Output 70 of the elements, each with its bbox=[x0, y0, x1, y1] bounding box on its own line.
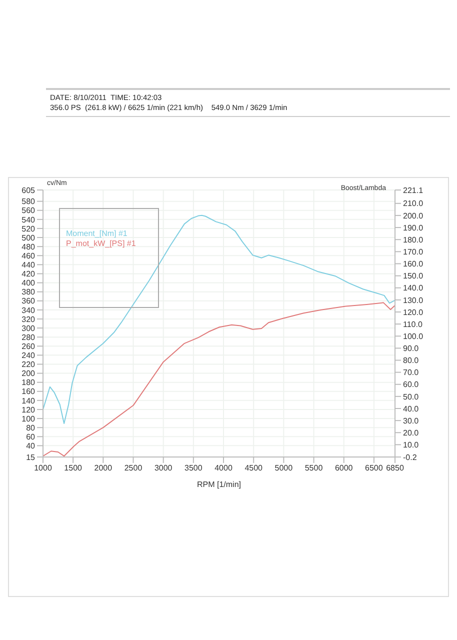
y2-tick-label: 50.0 bbox=[403, 392, 420, 402]
x-tick-label: 1500 bbox=[64, 464, 83, 473]
y-tick-label: 360 bbox=[22, 296, 36, 306]
y-tick-label: 540 bbox=[22, 215, 36, 224]
x-tick-label: 3500 bbox=[184, 464, 203, 473]
y2-tick-label: 130.0 bbox=[403, 296, 424, 305]
y-tick-label: 160 bbox=[22, 387, 36, 396]
y-tick-label: 60 bbox=[26, 432, 36, 442]
y-tick-label: 460 bbox=[22, 251, 36, 260]
y2-tick-label: 20.0 bbox=[403, 428, 420, 438]
line-series bbox=[43, 214, 395, 424]
y2-tick-label: 120.0 bbox=[403, 308, 424, 317]
y2-tick-label: -0.2 bbox=[403, 452, 418, 462]
y2-tick-label: 10.0 bbox=[403, 440, 420, 450]
y2-tick-label: 180.0 bbox=[403, 235, 424, 244]
y2-tick-label: 140.0 bbox=[403, 284, 424, 293]
y-tick-label: 40 bbox=[26, 442, 36, 451]
y-tick-label: 480 bbox=[22, 242, 36, 252]
x-tick-label: 6500 bbox=[365, 464, 384, 473]
y2-tick-label: 110.0 bbox=[403, 320, 423, 329]
x-tick-label: 3000 bbox=[154, 464, 173, 473]
y-tick-label: 440 bbox=[22, 260, 36, 270]
y2-tick-label: 30.0 bbox=[403, 416, 420, 426]
x-tick-label: 4000 bbox=[214, 464, 233, 473]
y-tick-label: 220 bbox=[22, 360, 36, 370]
y2-tick-label: 90.0 bbox=[403, 344, 420, 354]
y2-tick-label: 210.0 bbox=[403, 199, 424, 208]
y-tick-label: 420 bbox=[22, 270, 36, 279]
y-tick-label: 340 bbox=[22, 306, 36, 315]
y-tick-label: 320 bbox=[22, 314, 36, 324]
y2-tick-label: 221.1 bbox=[403, 186, 424, 195]
y-tick-label: 200 bbox=[22, 369, 36, 378]
y2-tick-label: 170.0 bbox=[403, 247, 424, 256]
y2-tick-label: 80.0 bbox=[403, 356, 420, 366]
y2-tick-label: 70.0 bbox=[403, 368, 420, 378]
y2-tick-label: 40.0 bbox=[403, 404, 420, 414]
y-tick-label: 520 bbox=[22, 224, 36, 234]
y2-tick-label: 150.0 bbox=[403, 272, 424, 281]
y-tick-label: 280 bbox=[22, 332, 36, 342]
y-tick-label: 240 bbox=[22, 351, 36, 360]
y2-tick-label: 200.0 bbox=[403, 211, 424, 220]
x-tick-label: 6850 bbox=[386, 464, 404, 473]
y-tick-label: 380 bbox=[22, 288, 36, 297]
y2-tick-label: 160.0 bbox=[403, 260, 424, 269]
x-tick-label: 5500 bbox=[304, 464, 324, 473]
y-tick-label: 300 bbox=[22, 324, 36, 333]
y2-tick-label: 190.0 bbox=[403, 223, 424, 232]
x-tick-label: 4500 bbox=[244, 464, 264, 473]
y-tick-label: 140 bbox=[22, 396, 36, 406]
y2-tick-label: 100.0 bbox=[403, 332, 424, 341]
text: P_mot_kW_[PS] #1 bbox=[66, 239, 136, 248]
y-tick-label: 500 bbox=[22, 233, 36, 242]
y-tick-label: 605 bbox=[22, 186, 36, 195]
x-tick-label: 2500 bbox=[124, 464, 143, 473]
x-axis-title: RPM [1/min] bbox=[196, 480, 242, 489]
y-tick-label: 100 bbox=[22, 414, 36, 424]
x-tick-label: 1000 bbox=[34, 464, 52, 473]
y-tick-label: 580 bbox=[22, 197, 36, 206]
y-tick-label: 80 bbox=[26, 423, 36, 432]
y-tick-label: 15 bbox=[26, 452, 36, 462]
x-tick-label: 5000 bbox=[274, 464, 294, 473]
y-tick-label: 400 bbox=[22, 278, 36, 288]
text: Moment_[Nm] #1 bbox=[66, 229, 128, 238]
y-tick-label: 120 bbox=[22, 405, 36, 414]
x-tick-label: 2000 bbox=[94, 464, 113, 473]
y2-tick-label: 60.0 bbox=[403, 380, 420, 390]
x-tick-label: 6000 bbox=[334, 464, 354, 473]
y-tick-label: 260 bbox=[22, 342, 36, 351]
y-tick-label: 560 bbox=[22, 206, 36, 216]
y-tick-label: 180 bbox=[22, 378, 36, 388]
